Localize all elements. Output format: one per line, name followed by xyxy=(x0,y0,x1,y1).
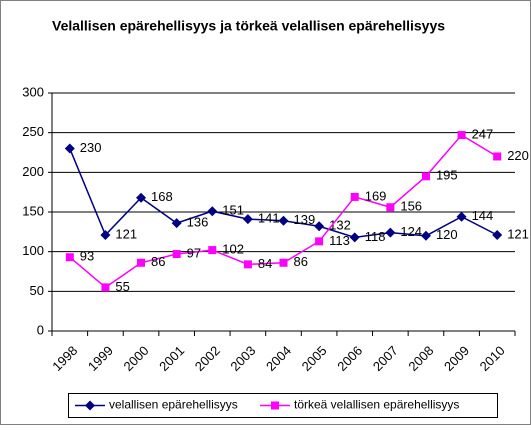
data-label: 144 xyxy=(472,208,494,223)
data-label: 141 xyxy=(258,211,280,226)
y-tick-label: 250 xyxy=(22,124,44,139)
legend-marker xyxy=(271,401,279,410)
data-label: 230 xyxy=(80,140,102,155)
marker xyxy=(492,230,503,241)
legend-label: velallisen epärehellisyys xyxy=(109,398,238,412)
data-label: 220 xyxy=(507,148,529,163)
y-tick-label: 300 xyxy=(22,84,44,99)
marker xyxy=(243,260,252,269)
data-label: 151 xyxy=(222,203,244,218)
y-tick-label: 50 xyxy=(30,283,44,298)
y-tick-label: 200 xyxy=(22,164,44,179)
marker xyxy=(315,237,324,246)
y-tick-label: 0 xyxy=(37,322,44,337)
marker xyxy=(457,131,466,140)
marker xyxy=(493,152,502,161)
marker xyxy=(172,250,181,259)
y-tick-label: 150 xyxy=(22,203,44,218)
data-label: 247 xyxy=(472,126,494,141)
data-label: 113 xyxy=(329,233,350,248)
marker xyxy=(65,253,74,262)
legend: velallisen epärehellisyys törkeä velallis… xyxy=(68,393,498,418)
data-label: 84 xyxy=(258,256,272,271)
marker xyxy=(100,230,111,241)
data-label: 120 xyxy=(436,227,458,242)
legend-label: törkeä velallisen epärehellisyys xyxy=(294,398,459,412)
data-label: 121 xyxy=(507,226,529,241)
marker xyxy=(421,172,430,181)
data-label: 97 xyxy=(187,245,201,260)
marker xyxy=(279,258,288,267)
marker xyxy=(101,283,110,292)
marker xyxy=(314,221,325,232)
marker xyxy=(207,206,218,217)
data-label: 136 xyxy=(187,215,209,230)
marker xyxy=(349,232,360,243)
data-label: 93 xyxy=(80,249,94,264)
marker xyxy=(386,203,395,212)
marker xyxy=(385,227,396,238)
marker xyxy=(456,211,467,222)
data-label: 118 xyxy=(365,229,386,244)
marker xyxy=(137,258,146,267)
y-tick-label: 100 xyxy=(22,243,44,258)
marker xyxy=(208,246,217,255)
marker xyxy=(242,214,253,225)
data-label: 121 xyxy=(115,226,137,241)
marker xyxy=(420,230,431,241)
data-label: 55 xyxy=(115,279,129,294)
data-label: 169 xyxy=(365,188,387,203)
marker xyxy=(64,143,75,154)
data-label: 102 xyxy=(222,242,244,257)
data-label: 195 xyxy=(436,168,458,183)
data-label: 124 xyxy=(400,224,422,239)
data-label: 86 xyxy=(151,254,165,269)
legend-marker xyxy=(85,400,95,411)
data-label: 139 xyxy=(294,212,316,227)
marker xyxy=(171,218,182,229)
marker xyxy=(278,215,289,226)
marker xyxy=(350,192,359,201)
data-label: 156 xyxy=(400,199,422,214)
data-label: 168 xyxy=(151,189,173,204)
data-label: 86 xyxy=(294,254,308,269)
chart-title: Velallisen epärehellisyys ja törkeä vela… xyxy=(52,18,445,34)
marker xyxy=(136,192,147,203)
